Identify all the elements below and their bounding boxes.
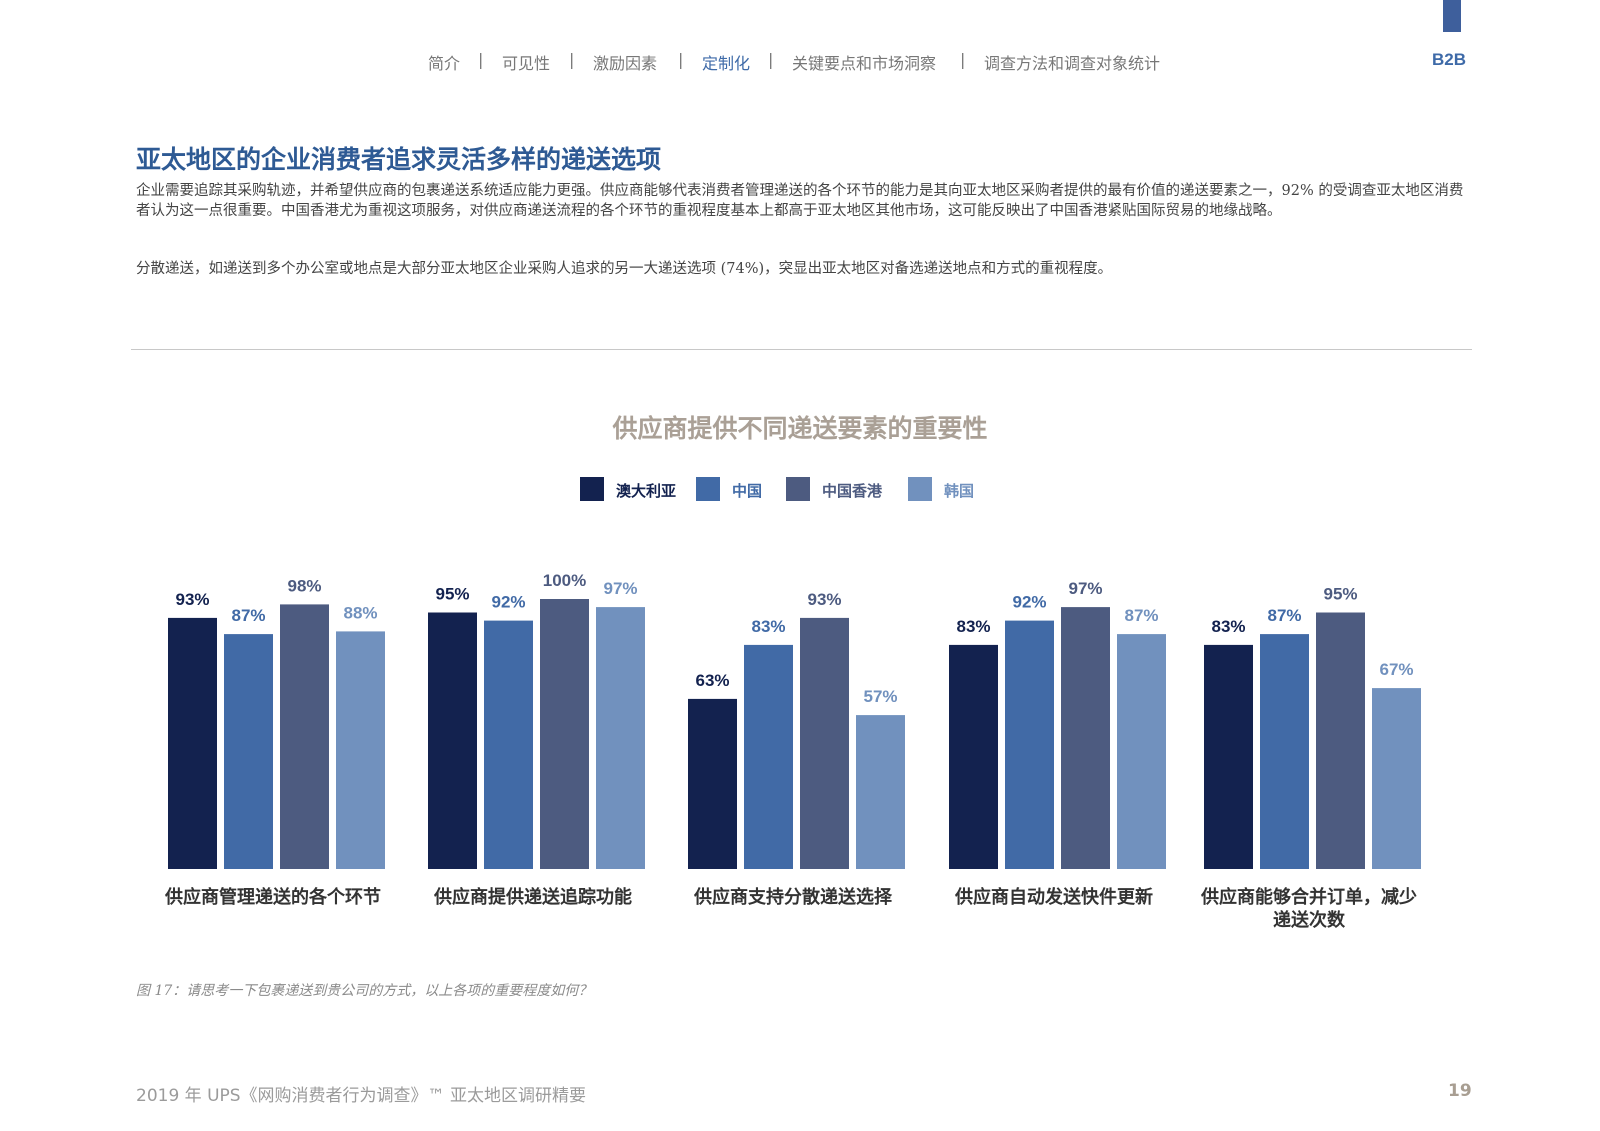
bar (280, 604, 329, 869)
bar (688, 698, 737, 869)
bar-chart: 93% 87% 98% 88% 95% 92% 100% 97% 63% 83% 93% 57% 83%… (168, 571, 1421, 869)
nav-separator: | (960, 50, 966, 69)
top-accent-bar (1443, 0, 1461, 32)
legend-swatch (908, 477, 932, 501)
legend-label: 中国 (732, 482, 763, 500)
nav-separator: | (768, 50, 774, 69)
data-label: 95% (1323, 585, 1357, 604)
bar (484, 620, 533, 869)
figure-caption: 图 17：请思考一下包裹递送到贵公司的方式，以上各项的重要程度如何？ (136, 983, 593, 999)
nav-item-methodology[interactable]: 调查方法和调查对象统计 (984, 54, 1161, 73)
bar (336, 631, 385, 869)
category-label-line: 供应商管理递送的各个环节 (165, 887, 381, 908)
category-label-line: 供应商自动发送快件更新 (955, 887, 1153, 908)
bar (1372, 688, 1421, 869)
section-tag: B2B (1432, 50, 1467, 69)
data-label: 88% (343, 603, 377, 622)
category-label: 供应商管理递送的各个环节 (143, 886, 403, 909)
bar (1005, 620, 1054, 869)
page-number: 19 (1448, 1081, 1472, 1101)
bar (596, 607, 645, 869)
data-label: 87% (231, 606, 265, 625)
category-label: 供应商支持分散递送选择 (663, 886, 923, 909)
section-nav: 简介 | 可见性 | 激励因素 | 定制化 | 关键要点和市场洞察 | 调查方法… (0, 50, 1600, 74)
nav-item-intro[interactable]: 简介 (428, 54, 461, 73)
category-label-line: 供应商支持分散递送选择 (694, 887, 892, 908)
bar (1260, 634, 1309, 869)
bar (168, 617, 217, 869)
bar (949, 644, 998, 869)
nav-separator: | (569, 50, 575, 69)
legend-label: 澳大利亚 (616, 482, 677, 500)
nav-item-motivation[interactable]: 激励因素 (593, 54, 658, 73)
data-label: 97% (603, 579, 637, 598)
nav-separator: | (678, 50, 684, 69)
data-label: 67% (1379, 660, 1413, 679)
section-divider (131, 349, 1472, 350)
data-label: 63% (695, 671, 729, 690)
nav-item-customization[interactable]: 定制化 (702, 54, 751, 73)
category-label-line: 供应商能够合并订单，减少 (1201, 887, 1417, 908)
bar (1061, 607, 1110, 869)
legend-swatch (786, 477, 810, 501)
data-label: 97% (1068, 579, 1102, 598)
footer-title: 2019 年 UPS《网购消费者行为调查》™ 亚太地区调研精要 (136, 1086, 586, 1106)
category-label-line: 供应商提供递送追踪功能 (434, 887, 632, 908)
bar (540, 599, 589, 869)
legend-swatch (696, 477, 720, 501)
data-label: 93% (807, 590, 841, 609)
nav-item-visibility[interactable]: 可见性 (502, 54, 551, 73)
bar (1204, 644, 1253, 869)
bar (1316, 612, 1365, 869)
category-label: 供应商提供递送追踪功能 (403, 886, 663, 909)
data-label: 100% (543, 571, 586, 590)
category-label: 供应商能够合并订单，减少 递送次数 (1179, 886, 1439, 932)
legend-label: 中国香港 (822, 482, 883, 500)
data-label: 92% (1012, 593, 1046, 612)
body-paragraph: 企业需要追踪其采购轨迹，并希望供应商的包裹递送系统适应能力更强。供应商能够代表消… (136, 183, 1464, 219)
page-title: 亚太地区的企业消费者追求灵活多样的递送选项 (136, 145, 662, 174)
legend-label: 韩国 (944, 482, 975, 500)
data-label: 87% (1124, 606, 1158, 625)
data-label: 92% (491, 593, 525, 612)
chart-title: 供应商提供不同递送要素的重要性 (612, 414, 988, 443)
bar (1117, 634, 1166, 869)
nav-separator: | (478, 50, 484, 69)
data-label: 95% (435, 585, 469, 604)
nav-item-key-insights[interactable]: 关键要点和市场洞察 (792, 54, 937, 73)
category-label-line: 递送次数 (1273, 910, 1345, 931)
body-paragraph: 分散递送，如递送到多个办公室或地点是大部分亚太地区企业采购人追求的另一大递送选项… (136, 261, 1113, 277)
legend-swatch (580, 477, 604, 501)
data-label: 98% (287, 576, 321, 595)
data-label: 87% (1267, 606, 1301, 625)
data-label: 83% (751, 617, 785, 636)
bar (744, 644, 793, 869)
data-label: 83% (1211, 617, 1245, 636)
bar (224, 634, 273, 869)
bar (856, 715, 905, 869)
data-label: 83% (956, 617, 990, 636)
data-label: 93% (175, 590, 209, 609)
category-label: 供应商自动发送快件更新 (924, 886, 1184, 909)
bar (428, 612, 477, 869)
data-label: 57% (863, 687, 897, 706)
bar (800, 617, 849, 869)
